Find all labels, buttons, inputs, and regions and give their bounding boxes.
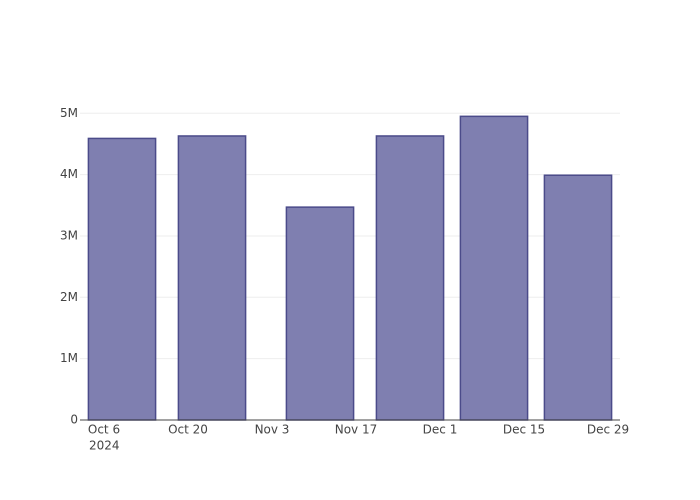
x-tick-label: Oct 20	[168, 423, 208, 437]
y-tick-label: 1M	[60, 351, 78, 365]
bar	[543, 174, 613, 421]
bar	[375, 135, 445, 421]
bar	[177, 135, 247, 421]
x-tick-label: Dec 15	[503, 423, 545, 437]
y-tick-label: 5M	[60, 106, 78, 120]
y-tick-label: 3M	[60, 228, 78, 242]
x-year-label: 2024	[89, 439, 120, 453]
bar	[285, 206, 355, 421]
y-tick-label: 0	[70, 413, 78, 427]
x-tick-label: Nov 17	[335, 423, 378, 437]
y-tick-label: 2M	[60, 290, 78, 304]
y-tick-label: 4M	[60, 167, 78, 181]
x-tick-label: Dec 29	[587, 423, 629, 437]
x-tick-label: Dec 1	[423, 423, 458, 437]
x-tick-label: Nov 3	[255, 423, 290, 437]
bar	[459, 115, 529, 421]
x-tick-label: Oct 6	[88, 423, 120, 437]
bar	[87, 137, 157, 421]
